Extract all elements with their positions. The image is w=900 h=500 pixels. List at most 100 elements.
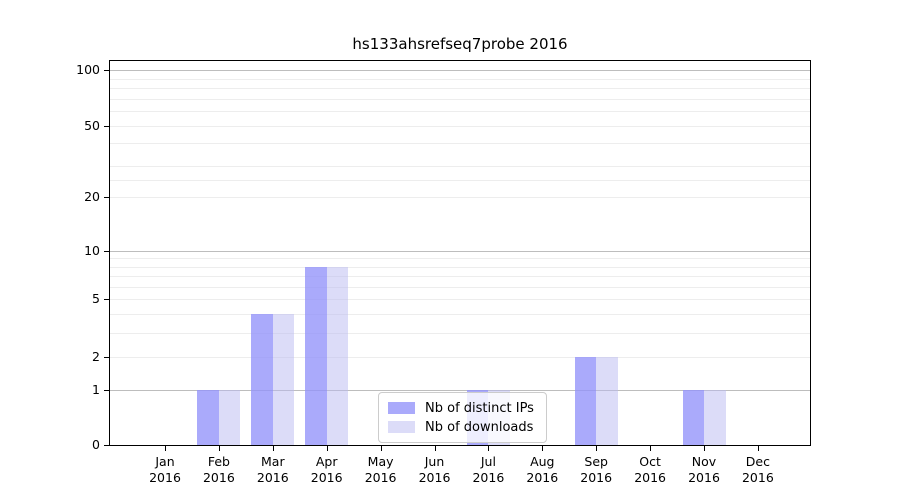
y-tick-label-5: 5 bbox=[92, 291, 100, 306]
gridline-7 bbox=[110, 276, 810, 278]
y-tick-mark-10 bbox=[104, 250, 109, 252]
bar-mar-series0 bbox=[251, 314, 273, 445]
bars-layer bbox=[110, 61, 810, 445]
legend-swatch-series1 bbox=[388, 421, 415, 433]
gridline-9 bbox=[110, 258, 810, 260]
x-tick-year: 2016 bbox=[364, 470, 397, 485]
bar-sep-series0 bbox=[574, 356, 597, 445]
y-tick-label-10: 10 bbox=[84, 242, 100, 258]
x-tick-label-jan: Jan 2016 bbox=[137, 454, 193, 486]
gridline-1 bbox=[110, 390, 810, 391]
gridline-8 bbox=[110, 266, 810, 268]
gridline-50 bbox=[110, 125, 810, 127]
x-tick-label-nov: Nov 2016 bbox=[676, 454, 732, 486]
x-tick-mark-feb bbox=[218, 446, 220, 451]
x-tick-mark-nov bbox=[704, 446, 705, 451]
x-tick-mark-dec bbox=[757, 446, 759, 451]
x-tick-year: 2016 bbox=[741, 470, 774, 485]
bar-nov-series1 bbox=[704, 390, 726, 445]
x-tick-mark-jul bbox=[488, 446, 490, 451]
x-tick-mark-jan bbox=[165, 446, 166, 451]
x-tick-year: 2016 bbox=[634, 470, 666, 485]
x-tick-month: Mar bbox=[261, 454, 285, 469]
x-tick-month: Jul bbox=[480, 454, 496, 469]
x-tick-label-may: May 2016 bbox=[353, 454, 409, 486]
x-tick-label-oct: Oct 2016 bbox=[622, 454, 678, 486]
gridline-2 bbox=[110, 356, 810, 358]
x-tick-label-mar: Mar 2016 bbox=[245, 454, 301, 486]
x-tick-year: 2016 bbox=[149, 470, 181, 485]
gridlines-layer bbox=[110, 61, 810, 445]
gridline-100 bbox=[110, 70, 810, 71]
y-tick-mark-2 bbox=[104, 356, 109, 358]
gridline-80 bbox=[110, 88, 810, 89]
gridline-10 bbox=[110, 250, 810, 252]
x-tick-year: 2016 bbox=[310, 470, 343, 485]
x-tick-label-sep: Sep 2016 bbox=[568, 454, 624, 486]
y-tick-label-100: 100 bbox=[76, 62, 100, 77]
x-tick-month: May bbox=[367, 454, 394, 469]
gridline-25 bbox=[110, 179, 810, 181]
gridline-60 bbox=[110, 111, 810, 113]
y-tick-label-20: 20 bbox=[84, 188, 100, 204]
x-tick-mark-aug bbox=[542, 446, 544, 451]
x-tick-month: Nov bbox=[691, 454, 717, 469]
x-tick-year: 2016 bbox=[418, 470, 451, 485]
legend-item: Nb of distinct IPs bbox=[388, 400, 534, 416]
x-tick-year: 2016 bbox=[526, 470, 559, 485]
bar-apr-series1 bbox=[326, 266, 349, 445]
plot-area: Nb of distinct IPs Nb of downloads bbox=[109, 60, 811, 446]
x-tick-year: 2016 bbox=[472, 470, 505, 485]
gridline-4 bbox=[110, 314, 810, 316]
x-tick-label-jun: Jun 2016 bbox=[407, 454, 463, 486]
bar-nov-series0 bbox=[682, 390, 704, 445]
x-tick-year: 2016 bbox=[202, 470, 235, 485]
x-tick-month: Sep bbox=[584, 454, 608, 469]
gridline-6 bbox=[110, 286, 810, 288]
legend-swatch-series0 bbox=[388, 402, 415, 414]
x-tick-mark-mar bbox=[272, 446, 274, 451]
x-tick-month: Apr bbox=[315, 454, 338, 469]
x-tick-month: Jun bbox=[424, 454, 445, 469]
x-tick-mark-sep bbox=[596, 446, 598, 451]
x-tick-mark-jun bbox=[434, 446, 436, 451]
x-tick-label-apr: Apr 2016 bbox=[299, 454, 355, 486]
x-tick-mark-apr bbox=[326, 446, 328, 451]
x-tick-month: Feb bbox=[207, 454, 230, 469]
gridline-20 bbox=[110, 196, 810, 198]
bar-apr-series0 bbox=[305, 266, 327, 445]
x-tick-label-dec: Dec 2016 bbox=[730, 454, 786, 486]
x-tick-year: 2016 bbox=[688, 470, 720, 485]
y-tick-mark-100 bbox=[104, 70, 109, 71]
y-tick-label-50: 50 bbox=[84, 117, 100, 133]
x-tick-year: 2016 bbox=[580, 470, 613, 485]
bar-feb-series0 bbox=[197, 390, 219, 445]
y-tick-label-0: 0 bbox=[92, 437, 100, 452]
x-tick-label-jul: Jul 2016 bbox=[460, 454, 516, 486]
legend-item: Nb of downloads bbox=[388, 419, 534, 435]
y-tick-mark-20 bbox=[104, 196, 109, 198]
legend-label-series0: Nb of distinct IPs bbox=[425, 400, 534, 416]
x-tick-label-aug: Aug 2016 bbox=[514, 454, 570, 486]
x-tick-month: Oct bbox=[639, 454, 661, 469]
x-tick-mark-may bbox=[380, 446, 382, 451]
legend: Nb of distinct IPs Nb of downloads bbox=[378, 392, 547, 443]
x-tick-mark-oct bbox=[650, 446, 652, 451]
gridline-70 bbox=[110, 98, 810, 100]
y-tick-label-2: 2 bbox=[92, 348, 100, 364]
gridline-90 bbox=[110, 78, 810, 80]
x-tick-label-feb: Feb 2016 bbox=[191, 454, 247, 486]
legend-label-series1: Nb of downloads bbox=[425, 419, 534, 435]
chart-title: hs133ahsrefseq7probe 2016 bbox=[352, 35, 568, 53]
gridline-5 bbox=[110, 299, 810, 300]
gridline-30 bbox=[110, 165, 810, 167]
x-tick-month: Jan bbox=[155, 454, 175, 469]
x-tick-month: Aug bbox=[530, 454, 555, 469]
gridline-3 bbox=[110, 332, 810, 334]
y-tick-mark-5 bbox=[104, 299, 109, 300]
bar-sep-series1 bbox=[596, 356, 618, 445]
y-tick-mark-1 bbox=[104, 390, 109, 391]
gridline-40 bbox=[110, 143, 810, 145]
bar-mar-series1 bbox=[272, 314, 295, 445]
